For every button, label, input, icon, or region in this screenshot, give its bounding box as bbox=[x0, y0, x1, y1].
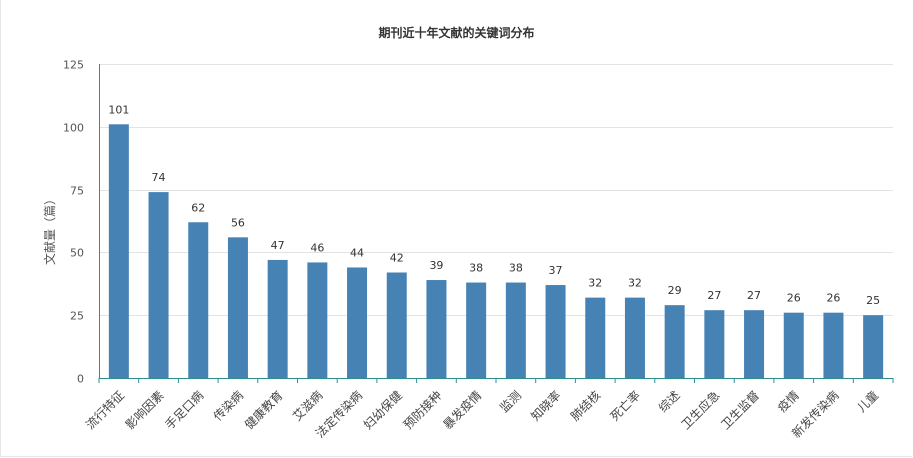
y-axis-label: 文献量（篇） bbox=[42, 193, 57, 265]
data-label: 38 bbox=[469, 262, 483, 275]
y-tick-label: 50 bbox=[70, 247, 84, 260]
x-tick-label: 影响因素 bbox=[122, 388, 167, 433]
x-tick-label: 传染病 bbox=[210, 388, 246, 424]
data-label: 32 bbox=[588, 277, 602, 290]
x-tick-label: 预防接种 bbox=[400, 388, 445, 433]
bar bbox=[466, 282, 487, 378]
bar bbox=[227, 237, 248, 378]
data-label: 39 bbox=[429, 259, 443, 272]
data-label: 56 bbox=[231, 216, 245, 229]
bar bbox=[148, 192, 169, 378]
data-labels: 101 74 62 56 47 46 44 42 39 38 38 37 32 32 29 27 27 26 26 2… bbox=[108, 103, 880, 307]
bar bbox=[426, 280, 447, 378]
data-label: 74 bbox=[152, 171, 166, 184]
data-label: 37 bbox=[549, 264, 563, 277]
x-tick-label: 健康教育 bbox=[241, 388, 286, 433]
x-tick-label: 儿童 bbox=[854, 388, 882, 416]
x-tick-label: 艾滋病 bbox=[289, 388, 325, 424]
bar bbox=[823, 312, 844, 378]
data-label: 62 bbox=[191, 201, 205, 214]
y-tick-label: 0 bbox=[77, 373, 84, 386]
x-tick-label: 疫情 bbox=[774, 388, 802, 416]
y-tick-label: 75 bbox=[70, 185, 84, 198]
data-label: 26 bbox=[787, 292, 801, 305]
bar bbox=[108, 124, 129, 379]
grid-lines bbox=[99, 64, 893, 316]
bar bbox=[704, 310, 725, 378]
data-label: 38 bbox=[509, 262, 523, 275]
x-tick-label: 手足口病 bbox=[162, 388, 207, 433]
bar bbox=[386, 272, 407, 378]
data-label: 27 bbox=[707, 289, 721, 302]
bar bbox=[505, 282, 526, 378]
x-tick-label: 综述 bbox=[656, 388, 683, 415]
x-tick-label: 妇幼保健 bbox=[361, 388, 405, 432]
data-label: 27 bbox=[747, 289, 761, 302]
chart-title: 期刊近十年文献的关键词分布 bbox=[378, 26, 535, 40]
x-tick-label: 暴发疫情 bbox=[440, 388, 485, 433]
bar bbox=[863, 315, 884, 378]
bar bbox=[307, 262, 328, 378]
bar bbox=[624, 297, 645, 378]
data-label: 26 bbox=[826, 292, 840, 305]
data-label: 29 bbox=[668, 284, 682, 297]
data-label: 101 bbox=[108, 103, 129, 116]
y-tick-label: 100 bbox=[63, 122, 84, 135]
bar bbox=[585, 297, 606, 378]
data-label: 44 bbox=[350, 246, 364, 259]
x-tick-label: 死亡率 bbox=[607, 388, 643, 424]
y-tick-label: 125 bbox=[63, 59, 84, 72]
x-tick-label: 知晓率 bbox=[528, 388, 564, 424]
data-label: 25 bbox=[866, 294, 880, 307]
x-tick-label: 流行特征 bbox=[82, 388, 127, 433]
x-tick-label: 肺结核 bbox=[568, 388, 603, 423]
bar bbox=[188, 222, 209, 378]
bar bbox=[267, 259, 288, 378]
bar bbox=[783, 312, 804, 378]
bar bbox=[545, 285, 566, 378]
bars bbox=[108, 124, 884, 379]
y-axis: 0 25 50 75 100 125 bbox=[63, 59, 100, 386]
bar bbox=[744, 310, 765, 378]
x-tick-label: 卫生监督 bbox=[718, 388, 763, 433]
data-label: 46 bbox=[310, 241, 324, 254]
data-label: 42 bbox=[390, 251, 404, 264]
x-axis: 流行特征影响因素手足口病 传染病健康教育 艾滋病法定传染病妇幼保健预防接种暴发疫情监… bbox=[82, 378, 894, 441]
bar bbox=[347, 267, 368, 378]
x-tick-label: 监测 bbox=[497, 388, 524, 415]
x-tick-label: 卫生应急 bbox=[678, 388, 723, 433]
bar bbox=[664, 305, 685, 378]
data-label: 47 bbox=[271, 239, 285, 252]
y-tick-label: 25 bbox=[70, 310, 84, 323]
data-label: 32 bbox=[628, 277, 642, 290]
